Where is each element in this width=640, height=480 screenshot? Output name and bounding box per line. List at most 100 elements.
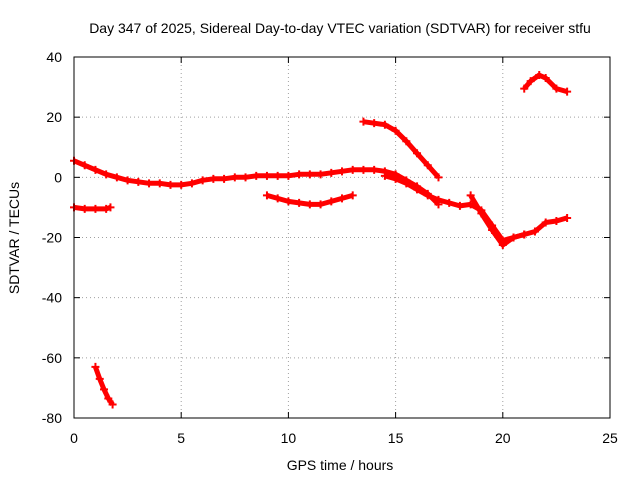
data-point (391, 174, 400, 183)
x-axis-label: GPS time / hours (287, 457, 394, 473)
chart-title: Day 347 of 2025, Sidereal Day-to-day VTE… (89, 20, 591, 36)
data-point (95, 374, 104, 383)
data-point (391, 126, 400, 135)
data-point (100, 385, 109, 394)
x-tick-label: 10 (281, 430, 297, 446)
x-tick-label: 0 (70, 430, 78, 446)
y-tick-label: -60 (42, 350, 62, 366)
data-point (91, 165, 100, 174)
data-point (106, 203, 115, 212)
data-point (273, 194, 282, 203)
grid (74, 57, 610, 418)
data-point (241, 173, 250, 182)
data-point (145, 179, 154, 188)
data-point (123, 176, 132, 185)
data-point (262, 171, 271, 180)
data-point (526, 77, 535, 86)
data-point (295, 198, 304, 207)
data-point (338, 194, 346, 203)
data-point (370, 165, 379, 174)
data-point (316, 170, 325, 179)
data-point (552, 84, 561, 93)
data-point (434, 195, 443, 204)
data-point (413, 149, 422, 158)
data-point (80, 161, 89, 170)
data-point (262, 191, 271, 200)
data-point (166, 180, 175, 189)
data-point (348, 191, 357, 200)
x-tick-labels: 0 5 10 15 20 25 (70, 430, 618, 446)
data-point (380, 171, 389, 180)
data-point (305, 200, 314, 209)
data-point (230, 173, 239, 182)
data-point (434, 173, 443, 182)
data-point (466, 191, 475, 200)
data-point (413, 185, 422, 194)
data-point (530, 227, 539, 236)
x-tick-label: 20 (495, 430, 511, 446)
data-point (423, 191, 432, 200)
x-tick-label: 15 (388, 430, 404, 446)
data-point (380, 120, 389, 129)
data-point (295, 170, 304, 179)
data-point (108, 400, 117, 409)
y-axis-label: SDTVAR / TECUs (6, 182, 22, 294)
data-point (316, 200, 325, 209)
data-point (102, 170, 111, 179)
data-point (134, 177, 143, 186)
data-point (445, 198, 454, 207)
data-point (252, 171, 261, 180)
y-tick-labels: -80 -60 -40 -20 0 20 40 (42, 49, 62, 426)
data-point (423, 161, 432, 170)
series-group (70, 71, 572, 409)
data-point (80, 204, 89, 213)
data-point (477, 209, 486, 218)
data-point (402, 179, 411, 188)
data-point (402, 137, 411, 146)
data-point (370, 119, 379, 128)
data-point (520, 84, 529, 93)
data-point (541, 218, 550, 227)
data-point (488, 225, 497, 234)
data-point (348, 165, 357, 174)
data-point (535, 71, 544, 80)
data-point (359, 117, 368, 126)
data-point (541, 74, 550, 83)
data-point (177, 180, 186, 189)
ticks (73, 56, 611, 419)
data-point (327, 197, 336, 206)
y-tick-label: -20 (42, 230, 62, 246)
data-point (284, 197, 293, 206)
data-point (198, 176, 207, 185)
data-point (220, 174, 229, 183)
data-point (102, 204, 111, 213)
data-point (112, 173, 121, 182)
data-point (563, 213, 572, 222)
x-tick-label: 5 (177, 430, 185, 446)
data-point (104, 394, 113, 403)
x-tick-label: 25 (602, 430, 618, 446)
series-arc-1 (73, 158, 441, 207)
data-point (520, 230, 529, 239)
data-point (273, 171, 282, 180)
data-point (187, 179, 196, 188)
data-point (305, 170, 314, 179)
data-point (455, 201, 464, 210)
y-tick-label: 40 (46, 49, 62, 65)
data-point (338, 167, 346, 176)
y-tick-label: 20 (46, 109, 62, 125)
y-tick-label: -80 (42, 410, 62, 426)
data-point (284, 171, 293, 180)
data-point (552, 216, 561, 225)
y-tick-label: -40 (42, 290, 62, 306)
data-point (209, 174, 218, 183)
data-point (155, 179, 164, 188)
data-point (563, 87, 572, 96)
y-tick-label: 0 (54, 169, 62, 185)
data-point (91, 362, 100, 371)
data-point (327, 168, 336, 177)
data-point (359, 165, 368, 174)
data-point (498, 241, 507, 250)
data-point (509, 233, 518, 242)
